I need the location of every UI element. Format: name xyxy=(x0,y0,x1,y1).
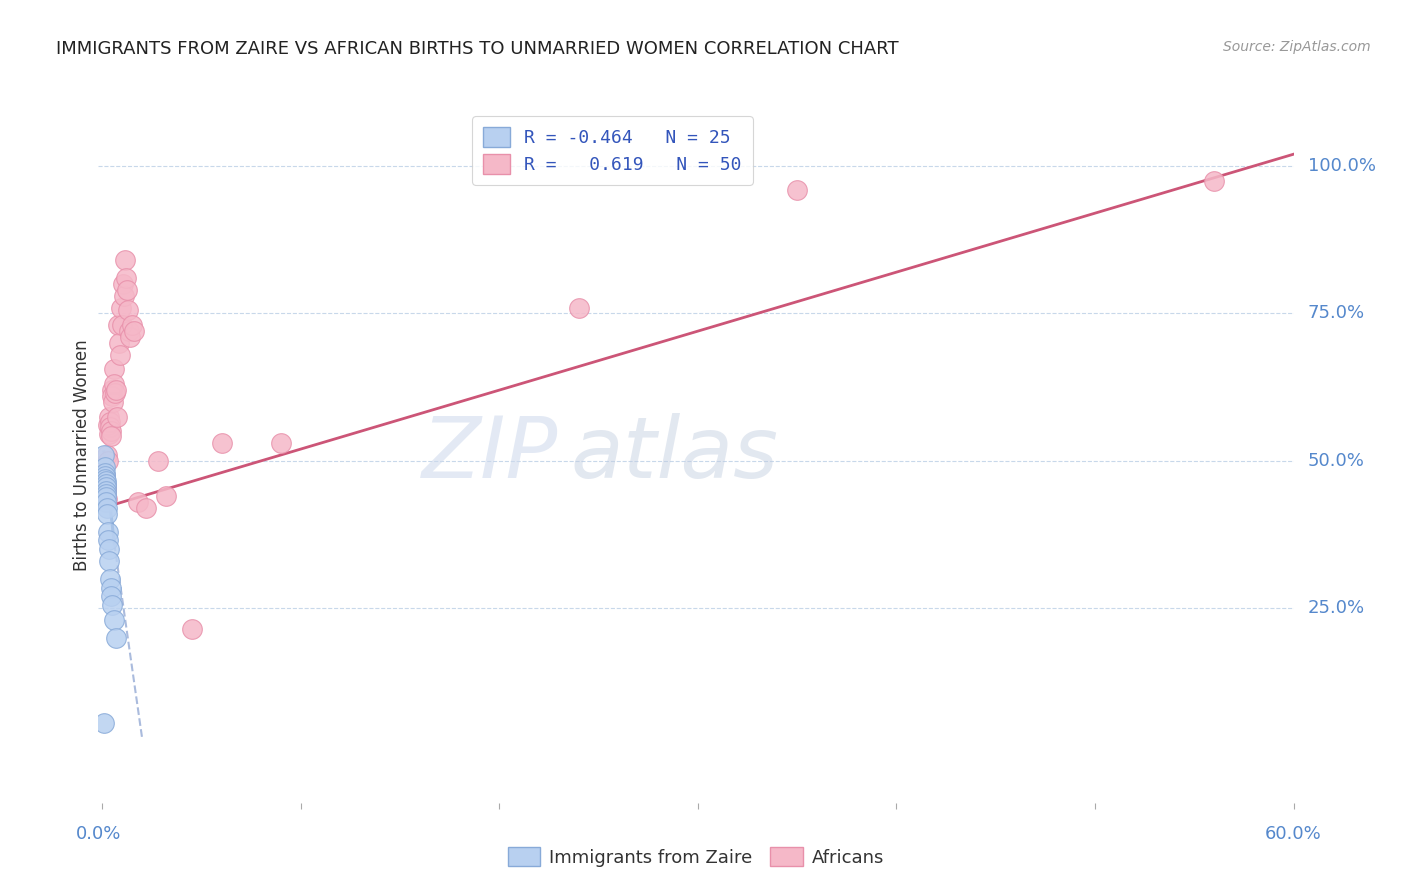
Text: 100.0%: 100.0% xyxy=(1308,157,1375,175)
Point xyxy=(97,418,120,433)
Text: IMMIGRANTS FROM ZAIRE VS AFRICAN BIRTHS TO UNMARRIED WOMEN CORRELATION CHART: IMMIGRANTS FROM ZAIRE VS AFRICAN BIRTHS … xyxy=(56,40,898,58)
Point xyxy=(110,348,132,362)
Point xyxy=(96,489,118,503)
Point xyxy=(98,419,121,434)
Point xyxy=(96,484,118,499)
Point xyxy=(96,500,118,515)
Text: 60.0%: 60.0% xyxy=(1265,825,1322,843)
Point xyxy=(96,491,118,505)
Point xyxy=(96,448,118,462)
Point xyxy=(180,622,202,636)
Point xyxy=(94,468,117,483)
Point xyxy=(111,318,134,333)
Point xyxy=(96,495,118,509)
Point xyxy=(101,599,124,613)
Point xyxy=(1204,174,1226,188)
Point xyxy=(97,542,120,557)
Point xyxy=(98,416,121,430)
Text: 25.0%: 25.0% xyxy=(1308,599,1365,617)
Point xyxy=(103,377,125,392)
Point xyxy=(94,482,117,496)
Y-axis label: Births to Unmarried Women: Births to Unmarried Women xyxy=(73,339,91,571)
Text: 75.0%: 75.0% xyxy=(1308,304,1365,322)
Point xyxy=(112,277,135,291)
Point xyxy=(97,427,120,442)
Point xyxy=(155,489,177,503)
Point xyxy=(94,459,117,474)
Point xyxy=(110,301,132,315)
Point xyxy=(115,271,138,285)
Point xyxy=(112,289,135,303)
Point xyxy=(104,386,127,401)
Point xyxy=(105,631,128,645)
Point xyxy=(120,330,142,344)
Text: Source: ZipAtlas.com: Source: ZipAtlas.com xyxy=(1223,40,1371,54)
Text: 50.0%: 50.0% xyxy=(1308,452,1364,470)
Point xyxy=(96,507,118,521)
Point xyxy=(100,429,122,443)
Point xyxy=(98,409,121,424)
Point xyxy=(100,590,122,604)
Point xyxy=(135,500,157,515)
Point xyxy=(127,495,149,509)
Point xyxy=(97,533,120,548)
Text: ZIP: ZIP xyxy=(422,413,558,497)
Point xyxy=(93,716,115,731)
Point xyxy=(103,362,125,376)
Point xyxy=(94,475,117,489)
Point xyxy=(94,478,117,492)
Point xyxy=(103,395,125,409)
Point xyxy=(94,468,117,483)
Point xyxy=(146,454,169,468)
Point xyxy=(94,484,117,499)
Point xyxy=(97,524,120,539)
Point xyxy=(105,383,128,397)
Point xyxy=(98,572,121,586)
Point xyxy=(98,554,121,568)
Point xyxy=(117,303,139,318)
Point xyxy=(100,425,122,439)
Text: atlas: atlas xyxy=(571,413,779,497)
Point xyxy=(93,466,115,480)
Point xyxy=(568,301,591,315)
Point xyxy=(786,183,808,197)
Point xyxy=(96,492,118,507)
Point xyxy=(101,383,124,397)
Point xyxy=(107,318,129,333)
Point xyxy=(118,324,141,338)
Point xyxy=(93,448,115,462)
Point xyxy=(108,335,131,350)
Point xyxy=(105,409,128,424)
Point xyxy=(121,318,143,333)
Point xyxy=(101,389,124,403)
Point xyxy=(270,436,292,450)
Point xyxy=(94,477,117,491)
Point xyxy=(211,436,233,450)
Legend: R = -0.464   N = 25, R =   0.619   N = 50: R = -0.464 N = 25, R = 0.619 N = 50 xyxy=(472,116,752,185)
Point xyxy=(115,283,138,297)
Point xyxy=(94,466,117,480)
Point xyxy=(94,480,117,494)
Point xyxy=(94,475,117,489)
Point xyxy=(122,324,145,338)
Text: 0.0%: 0.0% xyxy=(76,825,121,843)
Point xyxy=(94,487,117,501)
Point xyxy=(100,581,122,595)
Point xyxy=(94,471,117,485)
Point xyxy=(97,454,120,468)
Point xyxy=(103,613,125,627)
Point xyxy=(114,253,136,268)
